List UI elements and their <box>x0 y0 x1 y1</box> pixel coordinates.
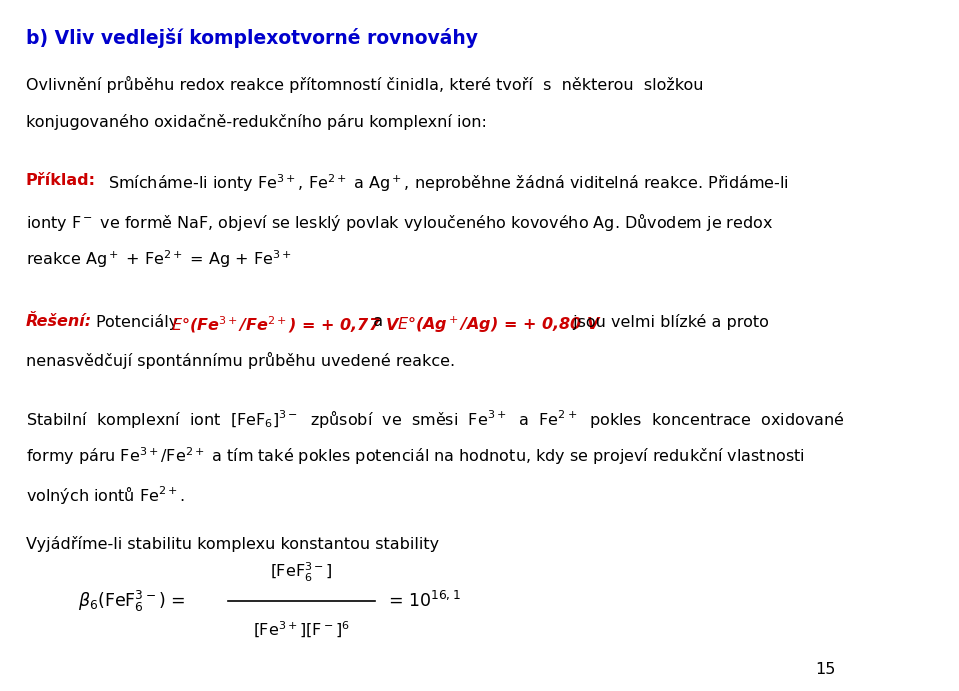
Text: formy páru Fe$^{3+}$/Fe$^{2+}$ a tím také pokles potenciál na hodnotu, kdy se pr: formy páru Fe$^{3+}$/Fe$^{2+}$ a tím tak… <box>26 446 805 467</box>
Text: nenasvědčují spontánnímu průběhu uvedené reakce.: nenasvědčují spontánnímu průběhu uvedené… <box>26 352 455 370</box>
Text: Stabilní  komplexní  iont  [FeF$_6$]$^{3-}$  způsobí  ve  směsi  Fe$^{3+}$  a  F: Stabilní komplexní iont [FeF$_6$]$^{3-}$… <box>26 408 845 430</box>
Text: Potenciály: Potenciály <box>97 314 184 330</box>
Text: volných iontů Fe$^{2+}$.: volných iontů Fe$^{2+}$. <box>26 484 185 506</box>
Text: ionty F$^-$ ve formě NaF, objeví se lesklý povlak vyloučeného kovového Ag. Důvod: ionty F$^-$ ve formě NaF, objeví se lesk… <box>26 211 773 233</box>
Text: Vyjádříme-li stabilitu komplexu konstantou stability: Vyjádříme-li stabilitu komplexu konstant… <box>26 536 439 551</box>
Text: $E$°(Ag$^+$/Ag) = + 0,80 V: $E$°(Ag$^+$/Ag) = + 0,80 V <box>397 314 601 334</box>
Text: Ovlivnění průběhu redox reakce přítomností činidla, které tvoří  s  některou  sl: Ovlivnění průběhu redox reakce přítomnos… <box>26 76 703 93</box>
Text: Příklad:: Příklad: <box>26 173 96 188</box>
Text: $E$°(Fe$^{3+}$/Fe$^{2+}$) = + 0,77 V: $E$°(Fe$^{3+}$/Fe$^{2+}$) = + 0,77 V <box>172 314 401 335</box>
Text: konjugovaného oxidačně-redukčního páru komplexní ion:: konjugovaného oxidačně-redukčního páru k… <box>26 114 487 130</box>
Text: Smícháme-li ionty Fe$^{3+}$, Fe$^{2+}$ a Ag$^+$, neproběhne žádná viditelná reak: Smícháme-li ionty Fe$^{3+}$, Fe$^{2+}$ a… <box>107 173 788 194</box>
Text: 15: 15 <box>815 662 835 677</box>
Text: [Fe$^{3+}$][F$^-$]$^6$: [Fe$^{3+}$][F$^-$]$^6$ <box>253 620 350 641</box>
Text: a: a <box>363 314 393 330</box>
Text: jsou velmi blízké a proto: jsou velmi blízké a proto <box>568 314 768 330</box>
Text: [FeF$_6^{3-}$]: [FeF$_6^{3-}$] <box>270 560 333 584</box>
Text: $\beta_6$(FeF$_6^{3-}$) =: $\beta_6$(FeF$_6^{3-}$) = <box>78 589 186 614</box>
Text: b) Vliv vedlejší komplexotvorné rovnováhy: b) Vliv vedlejší komplexotvorné rovnováh… <box>26 28 478 48</box>
Text: Řešení:: Řešení: <box>26 314 92 330</box>
Text: reakce Ag$^+$ + Fe$^{2+}$ = Ag + Fe$^{3+}$: reakce Ag$^+$ + Fe$^{2+}$ = Ag + Fe$^{3+… <box>26 249 292 270</box>
Text: = 10$^{16,1}$: = 10$^{16,1}$ <box>387 591 460 612</box>
